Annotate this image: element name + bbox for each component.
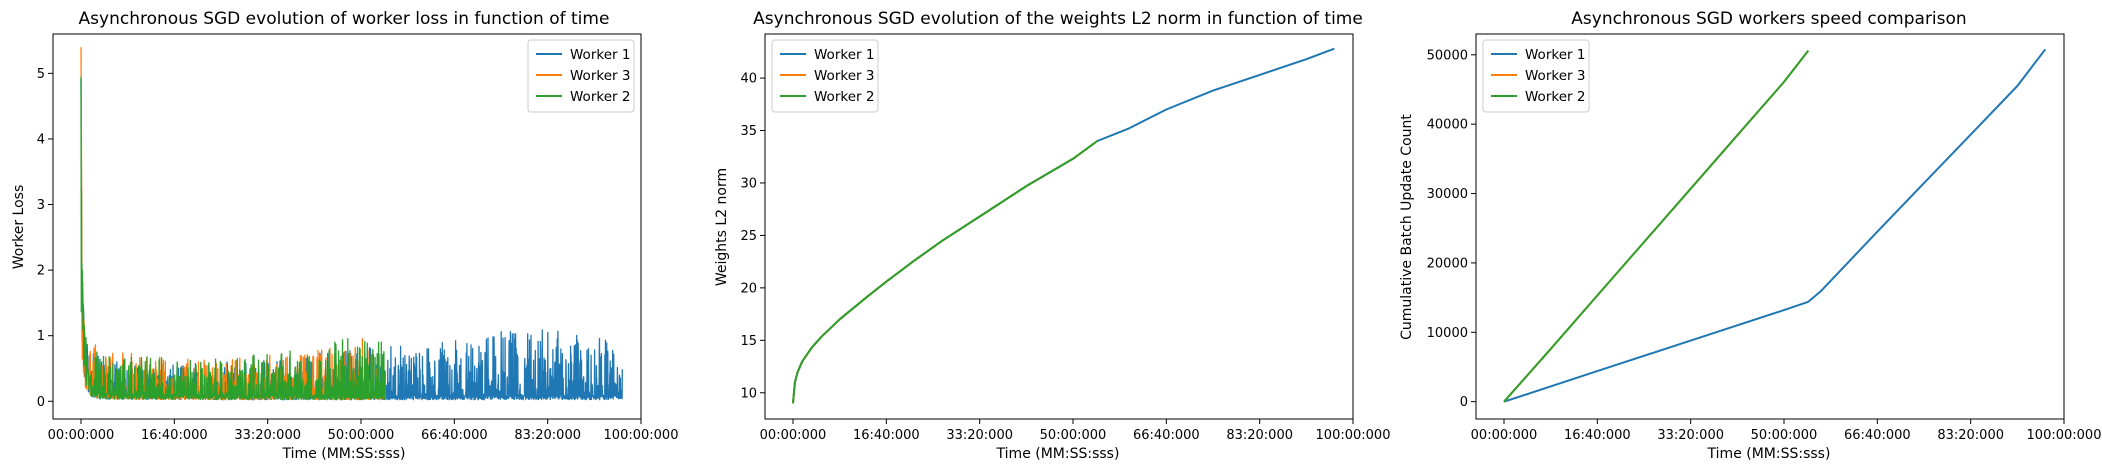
chart-2-plot: 00:00:000 16:40:000 33:20:000 50:00:000 66:4…: [740, 33, 1391, 443]
x-tick-label: 00:00:000: [48, 428, 115, 443]
y-tick-label: 30: [740, 176, 757, 191]
x-tick-label: 83:20:000: [1937, 428, 2004, 443]
y-tick-label: 25: [740, 229, 757, 244]
y-tick-label: 20: [740, 281, 757, 296]
series-line-worker-2: [1503, 49, 1810, 403]
y-tick-label: 2: [37, 264, 45, 279]
y-tick-label: 40: [740, 72, 757, 87]
legend-label: Worker 2: [570, 89, 630, 105]
legend-label: Worker 2: [814, 89, 874, 105]
chart-2-axes-frame: [764, 33, 1354, 420]
x-tick-label: 100:00:000: [1316, 428, 1391, 443]
chart-worker-loss: Asynchronous SGD evolution of worker los…: [11, 9, 678, 462]
x-tick-label: 00:00:000: [1471, 428, 1538, 443]
legend-label: Worker 2: [1525, 89, 1585, 105]
y-tick-label: 4: [37, 132, 45, 147]
x-tick-label: 50:00:000: [1040, 428, 1107, 443]
y-tick-label: 20000: [1427, 256, 1468, 271]
x-tick-label: 33:20:000: [946, 428, 1013, 443]
chart-workers-speed: Asynchronous SGD workers speed compariso…: [1399, 9, 2101, 462]
x-tick-label: 16:40:000: [1564, 428, 1631, 443]
chart-2-series-group: [792, 47, 1335, 404]
x-tick-label: 50:00:000: [1751, 428, 1818, 443]
y-tick-label: 35: [740, 124, 757, 139]
y-tick-label: 0: [37, 395, 45, 410]
chart-3-ylabel: Cumulative Batch Update Count: [1399, 114, 1415, 340]
legend-box: [527, 39, 635, 113]
x-tick-label: 66:40:000: [1133, 428, 1200, 443]
x-tick-label: 16:40:000: [141, 428, 208, 443]
y-tick-label: 5: [37, 67, 45, 82]
chart-3-series-group: [1503, 48, 2047, 403]
chart-1-legend: Worker 1 Worker 3 Worker 2: [527, 39, 635, 113]
x-tick-label: 83:20:000: [514, 428, 581, 443]
x-tick-label: 33:20:000: [1657, 428, 1724, 443]
legend-box: [771, 39, 879, 113]
chart-weights-l2-norm: Asynchronous SGD evolution of the weight…: [714, 9, 1390, 462]
legend-label: Worker 3: [570, 68, 630, 84]
y-tick-label: 1: [37, 329, 45, 344]
x-tick-label: 16:40:000: [853, 428, 920, 443]
y-tick-label: 15: [740, 334, 757, 349]
legend-label: Worker 1: [570, 47, 630, 63]
chart-2-ylabel: Weights L2 norm: [714, 168, 730, 286]
chart-2-title: Asynchronous SGD evolution of the weight…: [753, 9, 1363, 29]
chart-3-plot: 00:00:000 16:40:000 33:20:000 50:00:000 66:4…: [1427, 33, 2102, 443]
legend-box: [1482, 39, 1590, 113]
x-tick-label: 100:00:000: [604, 428, 679, 443]
chart-3-legend: Worker 1 Worker 3 Worker 2: [1482, 39, 1590, 113]
legend-label: Worker 1: [1525, 47, 1585, 63]
y-tick-label: 10: [740, 386, 757, 401]
x-tick-label: 66:40:000: [421, 428, 488, 443]
x-tick-label: 00:00:000: [760, 428, 827, 443]
y-tick-label: 3: [37, 198, 45, 213]
series-line-worker-2: [80, 76, 386, 401]
x-tick-label: 66:40:000: [1844, 428, 1911, 443]
chart-3-xlabel: Time (MM:SS:sss): [1707, 446, 1831, 462]
x-tick-label: 100:00:000: [2027, 428, 2102, 443]
chart-1-series-group: [80, 47, 623, 401]
legend-label: Worker 3: [1525, 68, 1585, 84]
series-line-worker-1: [1503, 48, 2047, 403]
chart-3-axes-frame: [1475, 33, 2065, 420]
x-tick-label: 83:20:000: [1226, 428, 1293, 443]
chart-3-title: Asynchronous SGD workers speed compariso…: [1571, 9, 1966, 29]
x-tick-label: 50:00:000: [328, 428, 395, 443]
y-tick-label: 30000: [1427, 187, 1468, 202]
x-tick-label: 33:20:000: [234, 428, 301, 443]
y-tick-label: 10000: [1427, 326, 1468, 341]
legend-label: Worker 1: [814, 47, 874, 63]
chart-1-plot: 00:00:000 16:40:000 33:20:000 50:00:000 66:4…: [37, 33, 679, 443]
legend-label: Worker 3: [814, 68, 874, 84]
chart-2-xlabel: Time (MM:SS:sss): [996, 446, 1120, 462]
chart-1-xlabel: Time (MM:SS:sss): [282, 446, 406, 462]
chart-2-legend: Worker 1 Worker 3 Worker 2: [771, 39, 879, 113]
series-line-worker-2: [792, 140, 1098, 404]
y-tick-label: 40000: [1427, 118, 1468, 133]
y-tick-label: 0: [1460, 395, 1468, 410]
chart-1-title: Asynchronous SGD evolution of worker los…: [79, 9, 610, 29]
y-tick-label: 50000: [1427, 48, 1468, 63]
chart-1-axes-frame: [52, 33, 642, 420]
chart-1-ylabel: Worker Loss: [11, 185, 27, 269]
